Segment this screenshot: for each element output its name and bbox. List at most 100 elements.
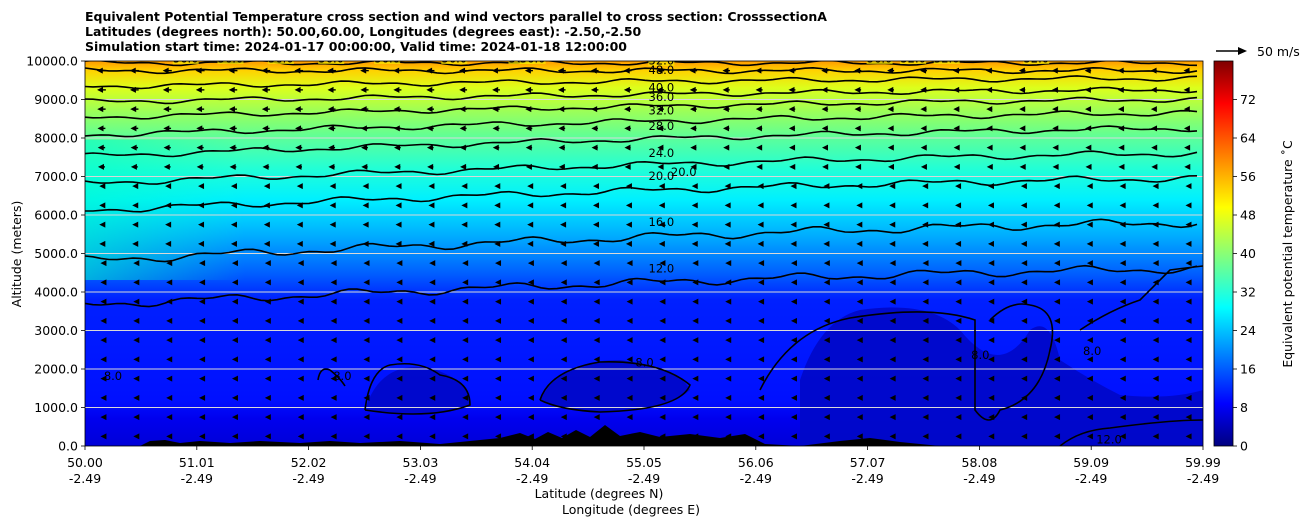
colorbar-tick-label: 48 bbox=[1240, 208, 1256, 223]
wind-vector-head bbox=[492, 125, 499, 132]
wind-vector-head bbox=[495, 414, 502, 421]
wind-vector-head bbox=[659, 279, 666, 286]
contour-labels: 52.048.040.036.032.028.024.020.020.016.0… bbox=[104, 52, 1122, 447]
wind-vector-head bbox=[626, 279, 633, 286]
wind-vector-head bbox=[363, 298, 370, 305]
wind-vector-head bbox=[262, 144, 269, 151]
wind-vector-head bbox=[625, 221, 632, 228]
wind-vector-head bbox=[722, 67, 729, 74]
wind-vector-head bbox=[395, 240, 402, 247]
wind-vector-head bbox=[920, 163, 927, 170]
wind-vector-head bbox=[196, 125, 203, 132]
contour-label: 12.0 bbox=[1096, 433, 1122, 447]
contour-label: 36.0 bbox=[649, 90, 675, 104]
wind-vector-head bbox=[230, 202, 237, 209]
wind-vector-head bbox=[329, 183, 336, 190]
wind-vector-head bbox=[329, 240, 336, 247]
wind-vector-head bbox=[264, 375, 271, 382]
wind-vector-head bbox=[231, 433, 238, 440]
wind-vector-head bbox=[133, 375, 140, 382]
wind-vector-head bbox=[494, 221, 501, 228]
wind-vector-head bbox=[889, 317, 896, 324]
wind-vector-head bbox=[1084, 67, 1091, 74]
wind-vector-head bbox=[755, 106, 762, 113]
colorbar-tick-label: 56 bbox=[1240, 169, 1256, 184]
theta-contour-line bbox=[85, 125, 1198, 158]
quiver-key-arrowhead bbox=[1238, 47, 1247, 55]
wind-vector-head bbox=[659, 394, 666, 401]
wind-vector-head bbox=[986, 163, 993, 170]
wind-vector-head bbox=[557, 67, 564, 74]
wind-vector-head bbox=[758, 298, 765, 305]
wind-vector-head bbox=[297, 356, 304, 363]
wind-vector-head bbox=[166, 414, 173, 421]
wind-vector-head bbox=[790, 240, 797, 247]
wind-vector-head bbox=[396, 414, 403, 421]
wind-vector-head bbox=[494, 183, 501, 190]
wind-vector-head bbox=[1152, 279, 1159, 286]
wind-vector-head bbox=[360, 106, 367, 113]
wind-vector-head bbox=[952, 67, 959, 74]
wind-vector-head bbox=[527, 279, 534, 286]
wind-vector-head bbox=[725, 375, 732, 382]
contour-label: 56.0 bbox=[374, 52, 400, 66]
wind-vector-head bbox=[1185, 356, 1192, 363]
wind-vector-head bbox=[593, 317, 600, 324]
wind-vector-head bbox=[922, 279, 929, 286]
wind-vector-head bbox=[1118, 125, 1125, 132]
x-tick-label-lon: -2.49 bbox=[516, 471, 548, 486]
wind-vector-head bbox=[296, 221, 303, 228]
x-tick-label-lat: 50.00 bbox=[67, 455, 103, 470]
wind-vector-head bbox=[1021, 260, 1028, 267]
colorbar-tick-label: 16 bbox=[1240, 362, 1256, 377]
wind-vector-head bbox=[758, 317, 765, 324]
wind-vector-head bbox=[955, 240, 962, 247]
colorbar-tick-label: 72 bbox=[1240, 92, 1256, 107]
wind-vector-head bbox=[659, 337, 666, 344]
wind-vector-head bbox=[558, 144, 565, 151]
wind-vector-head bbox=[1185, 221, 1192, 228]
wind-vector-head bbox=[1021, 317, 1028, 324]
wind-vector-head bbox=[133, 356, 140, 363]
wind-vector-head bbox=[790, 317, 797, 324]
wind-vector-head bbox=[429, 260, 436, 267]
wind-vector-head bbox=[327, 125, 334, 132]
y-axis: 0.0 1000.0 2000.0 3000.0 4000.0 5000.0 6000.0 7… bbox=[26, 54, 85, 454]
x-tick-label-lon: -2.49 bbox=[963, 471, 995, 486]
wind-vector-head bbox=[363, 414, 370, 421]
x-tick-label-lat: 59.99 bbox=[1185, 455, 1221, 470]
wind-vector-head bbox=[230, 221, 237, 228]
wind-vector-head bbox=[166, 317, 173, 324]
wind-vector-head bbox=[889, 260, 896, 267]
wind-vector-head bbox=[823, 221, 830, 228]
wind-vector-head bbox=[264, 414, 271, 421]
wind-vector-head bbox=[823, 356, 830, 363]
wind-vector-head bbox=[591, 163, 598, 170]
wind-vector-head bbox=[723, 163, 730, 170]
contour-label: 8.0 bbox=[1083, 344, 1101, 358]
wind-vector-head bbox=[429, 375, 436, 382]
wind-vector-head bbox=[263, 240, 270, 247]
contour-label-bg bbox=[519, 61, 546, 64]
wind-vector-head bbox=[821, 125, 828, 132]
wind-vector-head bbox=[163, 163, 170, 170]
wind-vector-head bbox=[823, 240, 830, 247]
wind-vector-head bbox=[623, 86, 630, 93]
wind-vector-head bbox=[1150, 86, 1157, 93]
wind-vector-head bbox=[1053, 240, 1060, 247]
wind-vector-head bbox=[100, 260, 107, 267]
wind-vector-head bbox=[724, 202, 731, 209]
wind-vector-head bbox=[297, 375, 304, 382]
wind-vector-head bbox=[692, 279, 699, 286]
wind-vector-head bbox=[1019, 106, 1026, 113]
wind-vector-head bbox=[97, 106, 104, 113]
wind-vector-head bbox=[198, 183, 205, 190]
contour-label-bg bbox=[217, 61, 244, 64]
wind-vector-head bbox=[459, 144, 466, 151]
wind-vector-head bbox=[1054, 317, 1061, 324]
wind-vector-head bbox=[624, 125, 631, 132]
wind-vector-head bbox=[1118, 144, 1125, 151]
wind-vector-head bbox=[593, 240, 600, 247]
wind-vector-head bbox=[462, 414, 469, 421]
wind-vector-head bbox=[689, 86, 696, 93]
